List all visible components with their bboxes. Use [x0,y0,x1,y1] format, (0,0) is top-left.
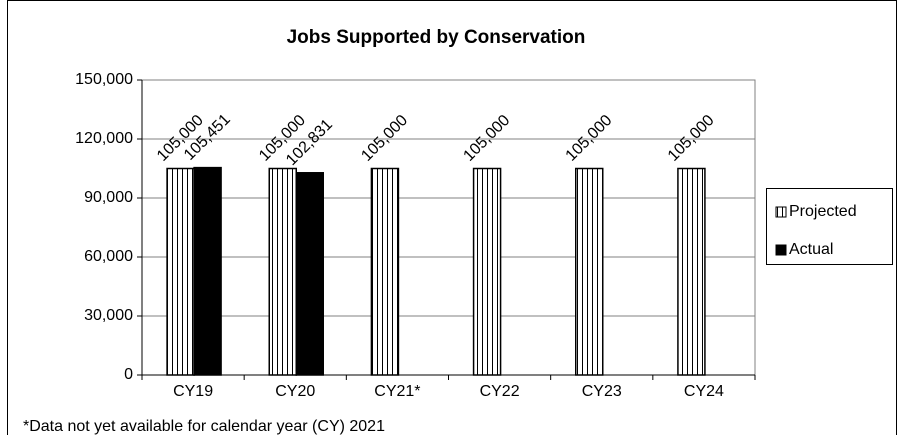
legend-swatch [775,206,787,218]
bar [677,167,706,376]
legend-label: Projected [789,203,857,220]
y-tick-label: 120,000 [75,130,133,147]
y-tick-label: 30,000 [84,307,133,324]
y-tick-label: 60,000 [84,248,133,265]
bar [575,167,604,376]
x-tick-label: CY20 [275,383,315,400]
bar [370,167,400,376]
x-tick-label: CY22 [480,383,520,400]
bar [268,167,297,376]
y-tick-label: 150,000 [75,71,133,88]
x-tick-label: CY19 [173,383,213,400]
legend-label: Actual [789,241,833,258]
bar [193,166,222,376]
bar [166,167,195,376]
bar [472,167,502,376]
x-tick-label: CY21* [374,383,420,400]
y-tick-label: 90,000 [84,189,133,206]
legend-box [766,188,893,265]
legend-swatch [775,244,787,256]
plot-area [141,79,756,376]
chart-title: Jobs Supported by Conservation [287,27,586,48]
y-tick-label: 0 [124,366,133,383]
x-tick-label: CY24 [684,383,724,400]
bar [295,172,324,376]
x-tick-label: CY23 [582,383,622,400]
footnote: *Data not yet available for calendar yea… [23,418,385,435]
